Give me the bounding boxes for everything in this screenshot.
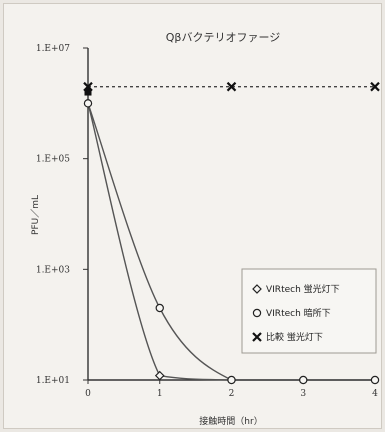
data-point xyxy=(370,81,380,92)
data-point xyxy=(370,375,380,385)
data-point xyxy=(299,375,308,385)
x-tick-label: 2 xyxy=(229,389,235,399)
legend-label: VIRtech 暗所下 xyxy=(266,307,331,319)
y-tick-label: 1.E+03 xyxy=(36,265,70,275)
y-axis-title: PFU／mL xyxy=(30,195,41,235)
y-tick-label: 1.E+01 xyxy=(36,376,70,386)
x-tick-label: 3 xyxy=(300,389,306,399)
data-point xyxy=(83,99,93,108)
data-point xyxy=(226,81,237,92)
x-tick-label: 0 xyxy=(85,389,91,399)
x-axis-title: 接触時間（hr） xyxy=(199,415,262,427)
data-point xyxy=(227,375,236,385)
data-point xyxy=(154,370,165,381)
series-line xyxy=(87,103,375,381)
origin-marker xyxy=(84,88,92,96)
legend-label: VIRtech 蛍光灯下 xyxy=(266,283,340,295)
x-tick-label: 1 xyxy=(157,389,163,399)
data-point xyxy=(155,303,164,313)
chart-title: Qβバクテリオファージ xyxy=(166,31,280,44)
legend-marker xyxy=(252,308,262,318)
legend-label: 比較 蛍光灯下 xyxy=(266,331,323,343)
y-tick-label: 1.E+07 xyxy=(36,44,70,54)
legend-marker xyxy=(252,284,262,294)
legend-box xyxy=(241,268,377,354)
legend-marker xyxy=(252,332,262,342)
x-tick-label: 4 xyxy=(372,389,378,399)
chart-frame xyxy=(3,3,382,429)
svg-text:PFU／mL: PFU／mL xyxy=(30,195,41,235)
y-tick-label: 1.E+05 xyxy=(36,155,70,165)
